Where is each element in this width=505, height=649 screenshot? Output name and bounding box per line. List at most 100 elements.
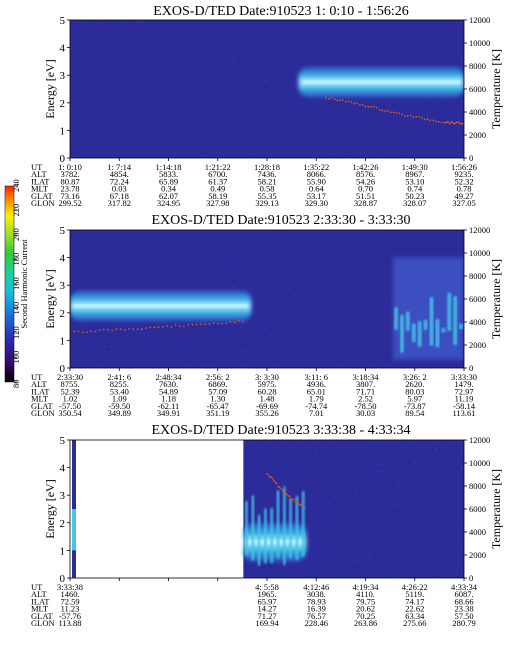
temperature-tick-label: 8000 [469, 481, 486, 491]
emission-band-core [302, 80, 460, 85]
noise-speck [70, 251, 72, 253]
noise-speck [132, 146, 134, 149]
noise-speck [460, 107, 462, 109]
ephemeris-value: 349.89 [108, 408, 131, 418]
temperature-point [90, 330, 93, 333]
noise-speck [368, 29, 370, 31]
noise-speck [232, 113, 234, 116]
noise-speck [364, 108, 366, 110]
noise-speck [241, 354, 243, 356]
temperature-tick-label: 8000 [469, 61, 486, 71]
ephemeris-value: -58.14 [453, 401, 476, 411]
noise-speck [193, 134, 196, 136]
temperature-point [389, 111, 392, 114]
energy-tick-label: 3 [60, 70, 66, 82]
temperature-point [375, 106, 378, 109]
left-data-strip-band [72, 509, 76, 551]
noise-speck [254, 303, 256, 305]
noise-speck [202, 96, 204, 98]
noise-speck [428, 365, 430, 367]
noise-speck [391, 263, 393, 266]
temperature-point [292, 498, 295, 501]
noise-speck [210, 75, 212, 77]
noise-speck [86, 345, 88, 347]
emission-streak [245, 501, 249, 556]
noise-speck [407, 485, 409, 488]
ephemeris-value: 328.87 [354, 198, 377, 208]
ephemeris-value: 3:18:34 [353, 372, 380, 382]
emission-streak [263, 508, 267, 564]
noise-speck [70, 333, 73, 335]
emission-streak [251, 495, 255, 561]
noise-speck [349, 126, 351, 128]
noise-speck [432, 33, 434, 35]
ephemeris-value: 76.57 [307, 611, 326, 621]
noise-speck [116, 54, 119, 57]
noise-speck [390, 539, 393, 542]
noise-speck [81, 94, 83, 96]
temperature-point [170, 325, 173, 328]
ephemeris-value: 58.19 [208, 191, 227, 201]
temperature-point [237, 319, 240, 322]
energy-tick-label: 2 [60, 308, 66, 320]
ephemeris-value: 280.79 [452, 618, 475, 628]
noise-speck [164, 255, 167, 257]
temperature-tick-label: 12000 [469, 225, 490, 235]
ephemeris-value: 355.26 [255, 408, 278, 418]
noise-speck [125, 60, 127, 63]
noise-speck [308, 303, 310, 305]
noise-speck [281, 282, 283, 284]
noise-speck [247, 358, 249, 360]
noise-speck [245, 248, 248, 250]
noise-speck [311, 295, 313, 297]
ephemeris-value: -62.11 [158, 401, 180, 411]
colorbar-tick-label: 220 [11, 204, 21, 217]
noise-speck [381, 493, 383, 495]
temperature-point [453, 122, 456, 125]
temperature-point [271, 477, 274, 480]
ephemeris-value: 72.97 [454, 386, 473, 396]
noise-speck [168, 256, 170, 259]
temperature-point [132, 328, 135, 331]
ephemeris-row-label: ALT [31, 589, 48, 599]
ephemeris-row-label: GLON [31, 618, 55, 628]
temperature-point [456, 121, 458, 124]
noise-speck [325, 454, 327, 456]
noise-speck [383, 556, 385, 558]
noise-speck [295, 351, 297, 353]
noise-speck [117, 144, 119, 146]
noise-speck [255, 487, 257, 489]
ephemeris-value: 8967. [405, 169, 424, 179]
noise-speck [161, 122, 163, 124]
noise-speck [177, 273, 179, 275]
noise-speck [440, 564, 442, 566]
noise-speck [237, 366, 239, 368]
noise-speck [358, 354, 360, 356]
noise-speck [221, 271, 223, 273]
noise-speck [261, 565, 264, 567]
temperature-point [330, 96, 333, 99]
temperature-point [187, 323, 190, 326]
noise-speck [457, 56, 459, 58]
noise-speck [302, 570, 305, 572]
temperature-point [267, 474, 270, 477]
noise-speck [231, 59, 234, 61]
noise-speck [255, 297, 258, 299]
temperature-point [153, 326, 156, 329]
noise-speck [232, 63, 234, 65]
ephemeris-value: 317.82 [108, 198, 131, 208]
noise-speck [377, 115, 379, 117]
noise-speck [160, 61, 162, 63]
temperature-point [161, 326, 164, 328]
noise-speck [219, 288, 221, 290]
noise-speck [90, 70, 92, 73]
temperature-point [94, 330, 97, 333]
noise-speck [245, 491, 248, 493]
noise-speck [364, 450, 366, 452]
temperature-point [287, 495, 290, 497]
panel-title: EXOS-D/TED Date:910523 3:33:38 - 4:33:34 [152, 423, 411, 438]
noise-speck [346, 258, 348, 260]
noise-speck [104, 62, 106, 64]
noise-speck [228, 257, 230, 259]
temperature-point [342, 98, 344, 101]
